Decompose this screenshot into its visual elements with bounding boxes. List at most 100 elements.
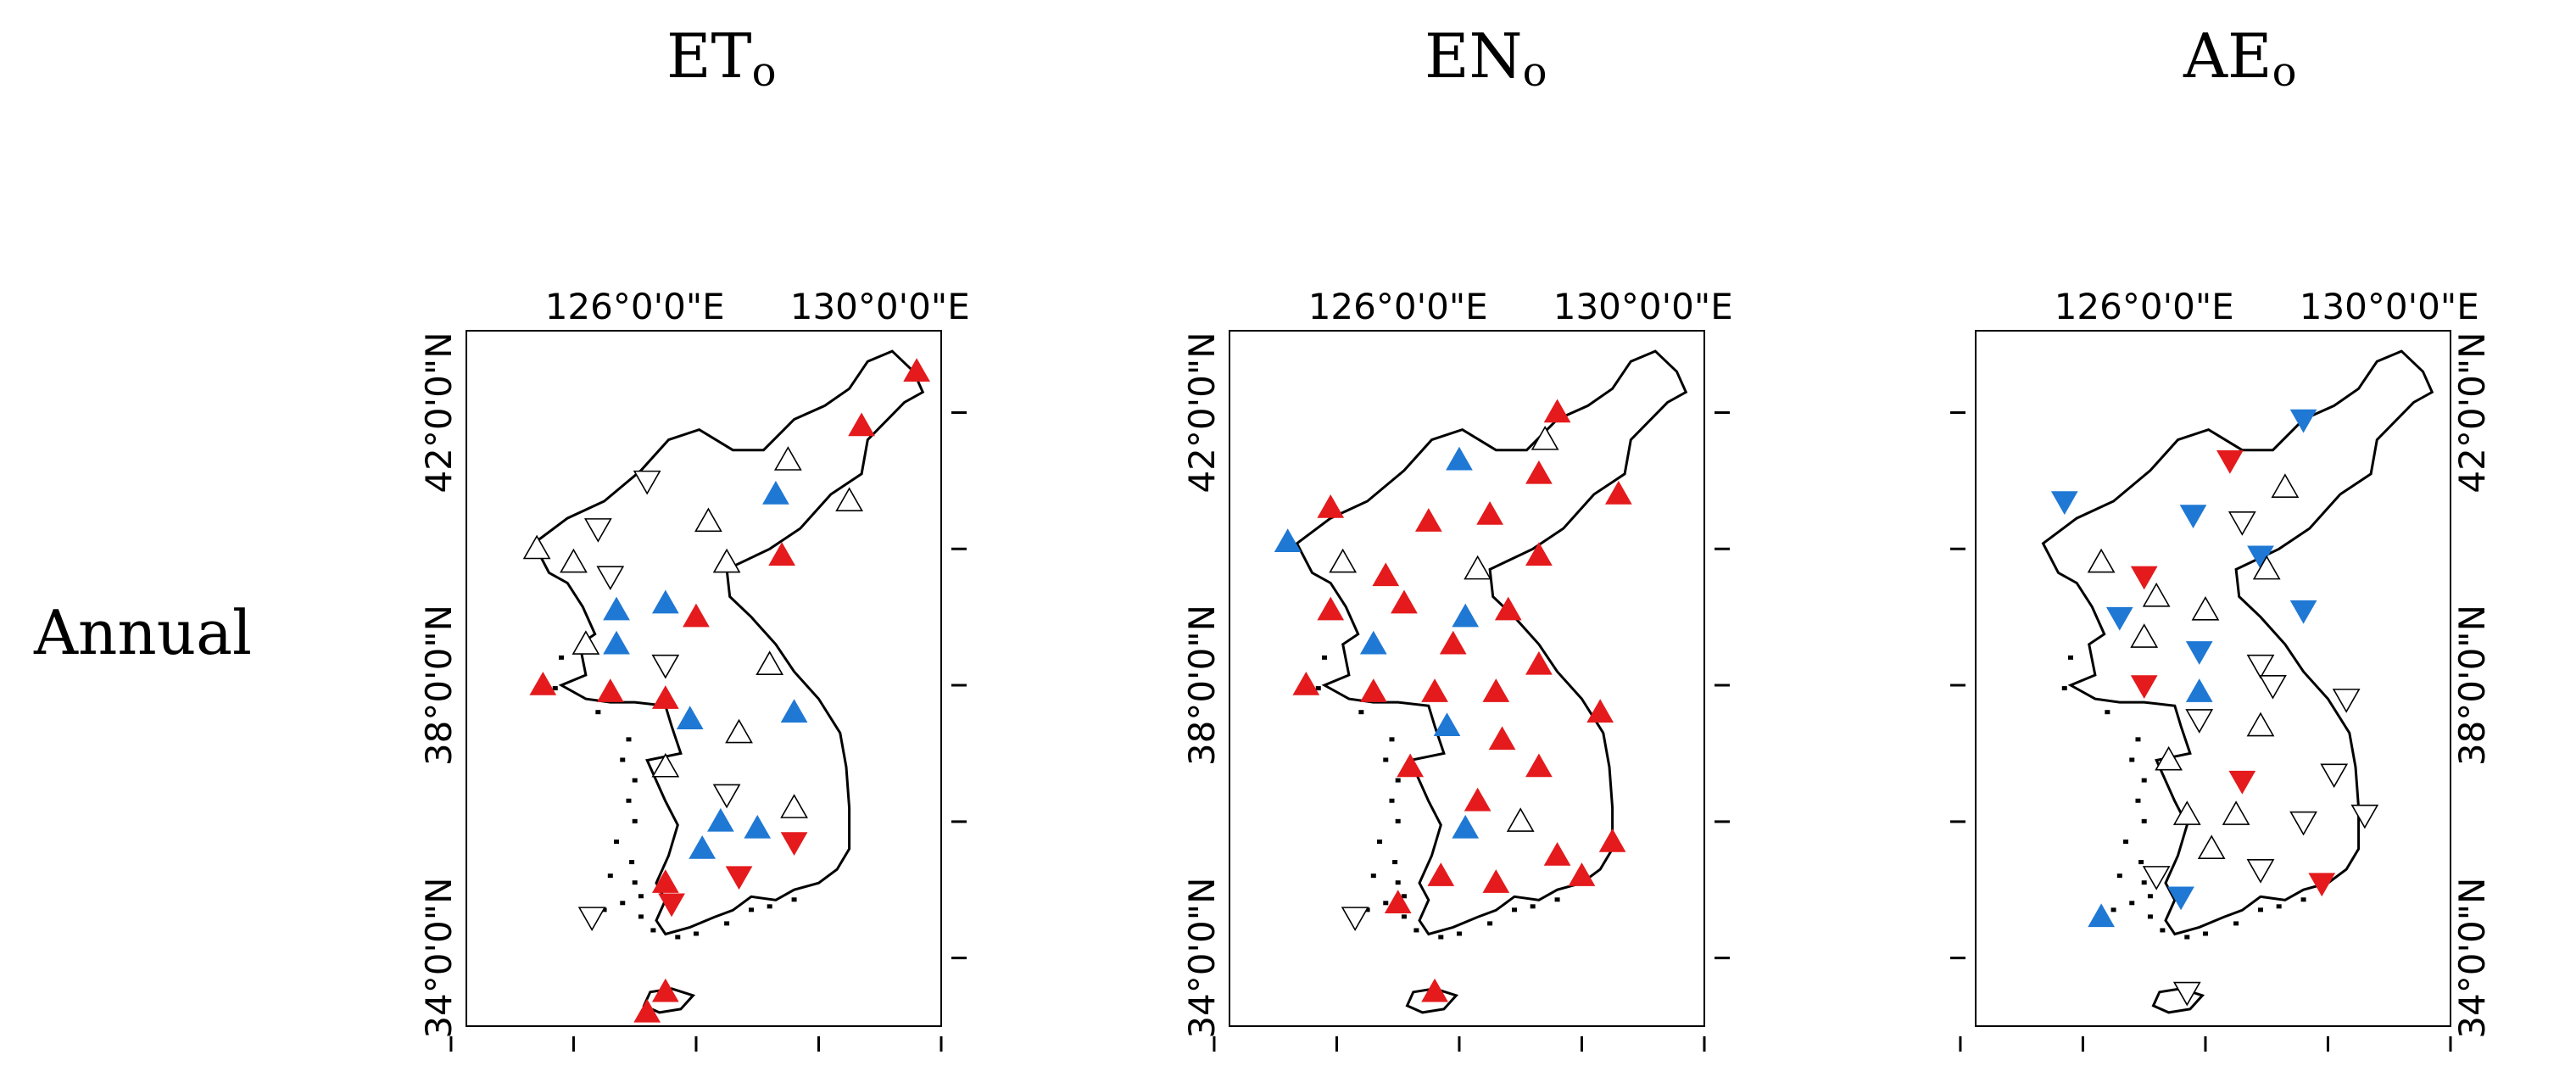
- station-marker-down-triangle: [2105, 606, 2133, 631]
- station-marker-down-triangle: [651, 654, 680, 679]
- station-marker-up-triangle: [1531, 426, 1559, 450]
- station-marker-up-triangle: [1476, 501, 1503, 525]
- islet: [1358, 710, 1364, 715]
- station-marker-up-triangle: [1274, 528, 1302, 552]
- station-marker-up-triangle: [676, 706, 704, 729]
- station-marker-up-triangle: [1329, 548, 1358, 573]
- station-marker-up-triangle: [903, 358, 930, 382]
- station-marker-up-triangle: [2271, 473, 2300, 498]
- station-marker-up-triangle: [762, 480, 789, 505]
- station-marker-down-triangle: [2350, 804, 2379, 829]
- station-marker-down-triangle: [2185, 641, 2213, 665]
- station-marker-up-triangle: [2252, 555, 2281, 580]
- islet: [620, 901, 626, 906]
- islet: [1315, 686, 1321, 691]
- station-marker-up-triangle: [651, 869, 679, 893]
- islet: [2147, 914, 2153, 919]
- panel-title-eto: ETo: [666, 20, 777, 96]
- islet: [650, 928, 656, 933]
- islet: [2135, 737, 2141, 742]
- station-marker-up-triangle: [1439, 630, 1467, 655]
- station-marker-up-triangle: [707, 807, 734, 832]
- islet: [1456, 931, 1462, 936]
- islet: [2233, 921, 2239, 926]
- station-marker-down-triangle: [2289, 811, 2317, 836]
- station-marker-down-triangle: [2172, 981, 2201, 1007]
- islet: [626, 798, 632, 803]
- station-marker-up-triangle: [1292, 672, 1320, 695]
- station-marker-up-triangle: [651, 978, 679, 1002]
- station-marker-down-triangle: [725, 866, 753, 890]
- islet: [2068, 655, 2073, 660]
- islet: [2110, 907, 2116, 913]
- station-marker-down-triangle: [2289, 600, 2317, 624]
- y-tick-label: 42°0'0"N: [418, 332, 460, 493]
- y-tick-label: 38°0'0"N: [418, 605, 460, 766]
- station-marker-up-triangle: [651, 685, 679, 709]
- panel-title-eno: ENo: [1425, 20, 1547, 96]
- station-marker-up-triangle: [2142, 582, 2171, 607]
- station-marker-up-triangle: [1317, 494, 1345, 518]
- station-marker-up-triangle: [768, 542, 795, 566]
- station-marker-up-triangle: [1568, 862, 1596, 886]
- station-marker-up-triangle: [1384, 890, 1412, 914]
- islet: [1401, 914, 1407, 919]
- station-marker-up-triangle: [603, 630, 630, 655]
- station-marker-down-triangle: [633, 470, 661, 495]
- islet: [693, 931, 699, 936]
- islet: [632, 818, 638, 823]
- station-marker-down-triangle: [2308, 873, 2336, 897]
- map-eto: 126°0'0"E 130°0'0"E 42°0'0"N 38°0'0"N 34°0'0…: [418, 286, 970, 1052]
- station-marker-up-triangle: [848, 412, 875, 437]
- station-marker-down-triangle: [2246, 859, 2275, 884]
- islet: [1401, 894, 1407, 899]
- station-marker-up-triangle: [596, 678, 624, 702]
- station-marker-up-triangle: [1525, 460, 1553, 484]
- station-marker-up-triangle: [1525, 650, 1553, 675]
- islet: [1395, 778, 1401, 783]
- station-marker-up-triangle: [1482, 869, 1510, 893]
- station-marker-up-triangle: [1464, 555, 1492, 580]
- islet: [2141, 778, 2147, 783]
- station-marker-up-triangle: [780, 794, 808, 818]
- station-marker-up-triangle: [1391, 589, 1418, 614]
- islet: [607, 873, 613, 879]
- islet: [2147, 894, 2153, 899]
- station-marker-up-triangle: [1317, 596, 1345, 621]
- islet: [2061, 686, 2067, 691]
- islet: [620, 757, 626, 762]
- map-panel-eno: 126°0'0"E 130°0'0"E 42°0'0"N 38°0'0"N 34°0'0…: [1145, 271, 1857, 1066]
- map-aeo: 126°0'0"E 130°0'0"E 42°0'0"N 38°0'0"N 34°0'0…: [1950, 286, 2493, 1052]
- y-tick-label: 34°0'0"N: [2451, 878, 2493, 1039]
- station-marker-up-triangle: [603, 596, 630, 621]
- y-tick-label: 38°0'0"N: [1181, 605, 1223, 766]
- station-marker-up-triangle: [1421, 678, 1448, 702]
- station-marker-down-triangle: [2185, 709, 2214, 734]
- station-marker-up-triangle: [780, 699, 808, 723]
- station-marker-up-triangle: [633, 998, 661, 1023]
- islet: [638, 894, 644, 899]
- station-marker-down-triangle: [712, 784, 741, 809]
- station-marker-up-triangle: [2087, 548, 2116, 573]
- station-marker-down-triangle: [577, 907, 606, 931]
- station-marker-up-triangle: [694, 507, 722, 533]
- station-marker-up-triangle: [1525, 542, 1553, 566]
- islet: [1392, 860, 1398, 865]
- station-marker-up-triangle: [651, 752, 680, 778]
- y-tick-label: 42°0'0"N: [1181, 332, 1223, 493]
- islet: [2300, 897, 2306, 902]
- station-marker-up-triangle: [1372, 562, 1400, 587]
- station-marker-up-triangle: [1414, 508, 1442, 532]
- station-marker-up-triangle: [1604, 480, 1632, 505]
- islet: [1438, 935, 1444, 940]
- station-marker-up-triangle: [651, 589, 679, 614]
- islet: [552, 686, 558, 691]
- islet: [724, 921, 730, 926]
- station-marker-down-triangle: [2130, 566, 2158, 590]
- islet: [2184, 935, 2190, 940]
- station-marker-down-triangle: [583, 518, 612, 543]
- station-marker-up-triangle: [1543, 842, 1571, 866]
- y-tick-label: 38°0'0"N: [2451, 605, 2493, 766]
- station-marker-up-triangle: [1488, 726, 1516, 751]
- islet: [595, 710, 601, 715]
